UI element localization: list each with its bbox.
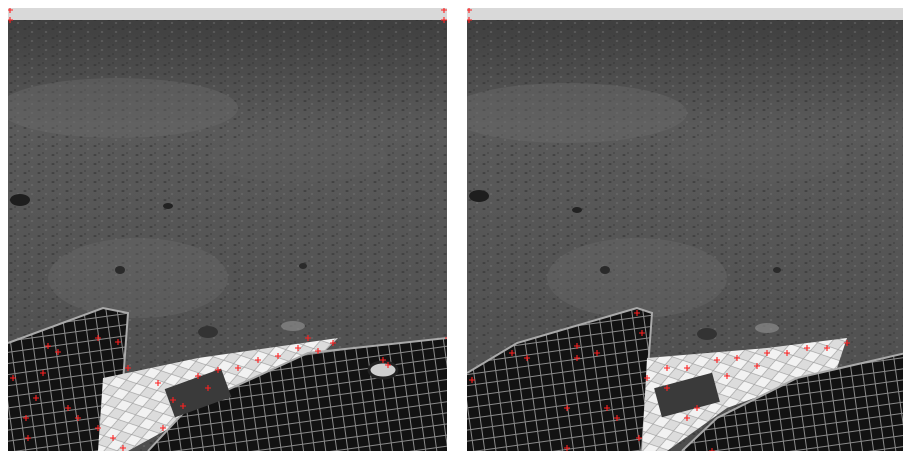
keypoint-marker-icon: [155, 380, 161, 386]
sky: [467, 8, 903, 22]
right-scene: [467, 8, 903, 451]
keypoint-marker-icon: [195, 373, 201, 379]
keypoint-marker-icon: [8, 17, 13, 23]
keypoint-marker-icon: [75, 415, 81, 421]
keypoint-marker-icon: [614, 415, 620, 421]
keypoint-marker-icon: [180, 403, 186, 409]
keypoint-marker-icon: [684, 365, 690, 371]
keypoint-marker-icon: [10, 375, 16, 381]
keypoint-marker-icon: [664, 385, 670, 391]
keypoint-marker-icon: [65, 405, 71, 411]
keypoint-marker-icon: [25, 435, 31, 441]
keypoint-marker-icon: [784, 350, 790, 356]
keypoint-marker-icon: [709, 448, 715, 451]
keypoint-marker-icon: [764, 350, 770, 356]
keypoint-marker-icon: [441, 8, 447, 13]
keypoint-marker-icon: [385, 362, 391, 368]
keypoint-marker-icon: [40, 370, 46, 376]
keypoint-marker-icon: [380, 357, 386, 363]
keypoint-marker-icon: [509, 350, 515, 356]
keypoint-marker-icon: [824, 345, 830, 351]
sky: [8, 8, 447, 22]
keypoint-marker-icon: [45, 343, 51, 349]
keypoint-marker-icon: [804, 345, 810, 351]
keypoint-marker-icon: [664, 365, 670, 371]
keypoint-marker-icon: [235, 365, 241, 371]
keypoint-markers-right: [467, 8, 850, 451]
keypoint-marker-icon: [634, 310, 640, 316]
keypoint-marker-icon: [644, 375, 650, 381]
keypoint-marker-icon: [55, 349, 61, 355]
keypoint-marker-icon: [110, 435, 116, 441]
keypoint-marker-icon: [23, 415, 29, 421]
keypoint-marker-icon: [714, 357, 720, 363]
keypoint-marker-icon: [8, 8, 13, 13]
solar-panel-left: [8, 308, 128, 451]
keypoint-marker-icon: [467, 8, 472, 13]
keypoint-marker-icon: [170, 397, 176, 403]
keypoint-marker-icon: [95, 425, 101, 431]
keypoint-marker-icon: [694, 405, 700, 411]
keypoint-marker-icon: [684, 415, 690, 421]
keypoint-marker-icon: [594, 350, 600, 356]
keypoint-marker-icon: [305, 335, 311, 341]
keypoint-marker-icon: [467, 17, 472, 23]
keypoint-marker-icon: [639, 330, 645, 336]
keypoint-marker-icon: [330, 340, 336, 346]
keypoint-marker-icon: [295, 345, 301, 351]
keypoint-marker-icon: [441, 17, 447, 23]
right-image-panel: [467, 8, 903, 451]
keypoint-marker-icon: [844, 340, 850, 346]
keypoint-marker-icon: [125, 365, 131, 371]
keypoint-marker-icon: [215, 367, 221, 373]
keypoint-marker-icon: [205, 385, 211, 391]
keypoint-marker-icon: [120, 445, 126, 451]
airbag: [642, 338, 847, 451]
keypoint-marker-icon: [734, 355, 740, 361]
keypoint-marker-icon: [564, 445, 570, 451]
keypoint-marker-icon: [524, 355, 530, 361]
keypoint-marker-icon: [574, 343, 580, 349]
left-image-panel: [8, 8, 447, 451]
keypoint-marker-icon: [275, 353, 281, 359]
solar-panel-left: [467, 308, 652, 451]
keypoint-marker-icon: [160, 425, 166, 431]
keypoint-marker-icon: [636, 435, 642, 441]
keypoint-marker-icon: [604, 405, 610, 411]
keypoint-marker-icon: [115, 339, 121, 345]
keypoint-marker-icon: [754, 363, 760, 369]
keypoint-marker-icon: [445, 337, 447, 339]
solar-panel-right: [682, 353, 903, 451]
keypoint-marker-icon: [724, 373, 730, 379]
keypoint-marker-icon: [95, 335, 101, 341]
keypoint-marker-icon: [469, 377, 475, 383]
left-scene: [8, 8, 447, 451]
keypoint-marker-icon: [33, 395, 39, 401]
keypoint-marker-icon: [564, 405, 570, 411]
keypoint-marker-icon: [574, 355, 580, 361]
keypoint-marker-icon: [255, 357, 261, 363]
keypoint-marker-icon: [315, 348, 321, 354]
keypoint-markers-left: [8, 8, 447, 451]
